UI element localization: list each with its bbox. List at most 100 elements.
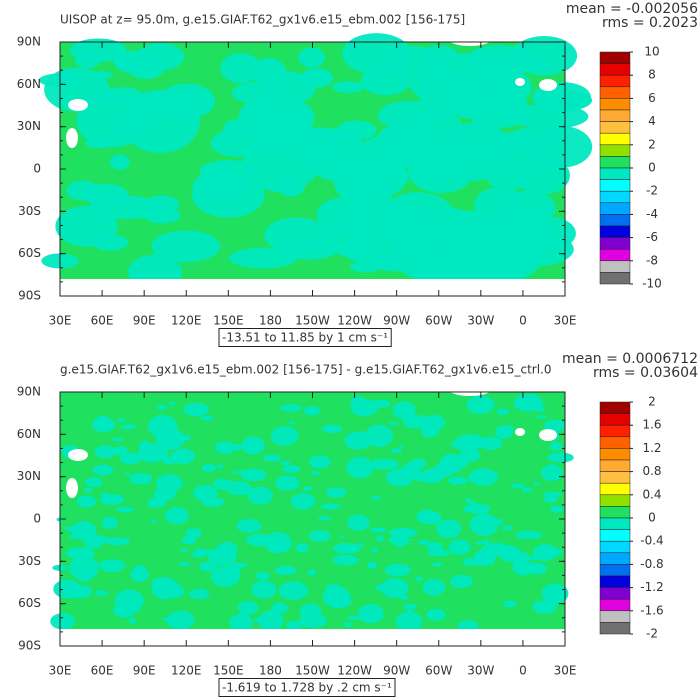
colorbar-swatch	[599, 86, 631, 99]
colorbar-swatch	[599, 598, 631, 612]
colorbar-swatch	[599, 401, 631, 414]
anomaly-patch	[377, 100, 441, 130]
anomaly-patch	[541, 464, 563, 482]
colorbar-label: 0.4	[642, 487, 661, 501]
land-mask	[539, 429, 557, 441]
anomaly-patch	[403, 603, 417, 610]
lat-label: 30S	[18, 554, 41, 568]
anomaly-patch	[371, 399, 391, 408]
map-panel	[50, 378, 574, 647]
lon-label: 90W	[383, 664, 410, 678]
colorbar-swatch	[599, 51, 631, 64]
anomaly-patch	[326, 487, 347, 498]
anomaly-patch	[502, 525, 513, 531]
rms-label: rms = 0.2023	[602, 15, 698, 31]
colorbar-swatch	[599, 413, 631, 426]
anomaly-patch	[241, 436, 265, 455]
anomaly-patch	[474, 541, 483, 545]
colorbar-label: -2	[646, 627, 658, 641]
colorbar-label: 0	[648, 161, 656, 175]
anomaly-patch	[459, 447, 481, 463]
anomaly-patch	[478, 436, 503, 451]
anomaly-patch	[417, 70, 487, 115]
lat-label: 0	[33, 512, 41, 526]
anomaly-patch	[229, 613, 253, 633]
colorbar-label: -6	[646, 230, 658, 244]
anomaly-patch	[408, 165, 443, 185]
anomaly-patch	[283, 465, 301, 473]
anomaly-patch	[192, 172, 265, 218]
lat-label: 90S	[18, 289, 41, 303]
anomaly-patch	[185, 528, 202, 539]
colorbar-swatch	[599, 436, 631, 449]
anomaly-patch	[459, 575, 466, 578]
lat-label: 60N	[17, 427, 41, 441]
anomaly-patch	[237, 600, 259, 615]
anomaly-patch	[350, 396, 366, 405]
anomaly-patch	[290, 492, 316, 510]
anomaly-patch	[547, 452, 574, 463]
anomaly-patch	[309, 529, 331, 542]
anomaly-patch	[234, 121, 279, 138]
land-mask	[68, 99, 88, 111]
colorbar-swatch	[599, 540, 631, 554]
anomaly-patch	[129, 472, 152, 485]
anomaly-patch	[421, 468, 444, 484]
anomaly-patch	[181, 536, 197, 545]
anomaly-patch	[162, 617, 171, 621]
anomaly-patch	[438, 132, 506, 182]
anomaly-patch	[496, 232, 574, 267]
colorbar-label: -0.8	[640, 557, 663, 571]
lon-label: 30W	[467, 314, 494, 328]
anomaly-patch	[236, 518, 262, 533]
anomaly-patch	[436, 519, 462, 539]
anomaly-patch	[317, 516, 331, 521]
anomaly-patch	[214, 441, 235, 454]
colorbar-swatch	[599, 167, 631, 180]
colorbar-label: 0	[648, 511, 656, 525]
anomaly-patch	[463, 503, 491, 514]
lon-label: 60W	[425, 664, 452, 678]
colorbar-swatch	[599, 482, 631, 496]
colorbar-swatch	[599, 517, 631, 530]
anomaly-patch	[266, 120, 319, 157]
anomaly-patch	[398, 445, 405, 448]
rms-label: rms = 0.03604	[593, 365, 698, 381]
lat-label: 90S	[18, 639, 41, 653]
anomaly-patch	[309, 455, 331, 469]
anomaly-patch	[67, 525, 88, 534]
lat-label: 30N	[17, 119, 41, 133]
anomaly-patch	[270, 426, 299, 446]
panel-title: UISOP at z= 95.0m, g.e15.GIAF.T62_gx1v6.…	[60, 13, 465, 27]
anomaly-patch	[151, 230, 221, 263]
colorbar-label: 8	[648, 68, 656, 82]
colorbar-swatch	[599, 214, 631, 227]
anomaly-patch	[158, 83, 216, 119]
anomaly-patch	[155, 428, 185, 451]
lon-label: 90W	[383, 314, 410, 328]
anomaly-patch	[120, 424, 137, 430]
anomaly-patch	[347, 615, 361, 620]
colorbar-swatch	[599, 529, 631, 542]
colorbar-label: -8	[646, 253, 658, 267]
anomaly-patch	[179, 548, 189, 552]
anomaly-patch	[514, 156, 570, 195]
anomaly-patch	[183, 402, 210, 417]
anomaly-patch	[69, 534, 81, 540]
anomaly-patch	[550, 505, 563, 513]
colorbar-swatch	[599, 121, 631, 134]
colorbar-swatch	[599, 109, 631, 122]
anomaly-patch	[199, 561, 218, 572]
anomaly-patch	[529, 57, 555, 69]
anomaly-patch	[338, 534, 345, 538]
anomaly-patch	[278, 237, 340, 260]
anomaly-patch	[99, 494, 125, 506]
panel-title: g.e15.GIAF.T62_gx1v6.e15_ebm.002 [156-17…	[60, 363, 551, 377]
lon-label: 30E	[554, 314, 577, 328]
anomaly-patch	[371, 547, 378, 553]
lon-label: 60E	[91, 664, 114, 678]
anomaly-patch	[364, 424, 394, 448]
anomaly-patch	[194, 548, 205, 557]
anomaly-patch	[65, 547, 96, 559]
